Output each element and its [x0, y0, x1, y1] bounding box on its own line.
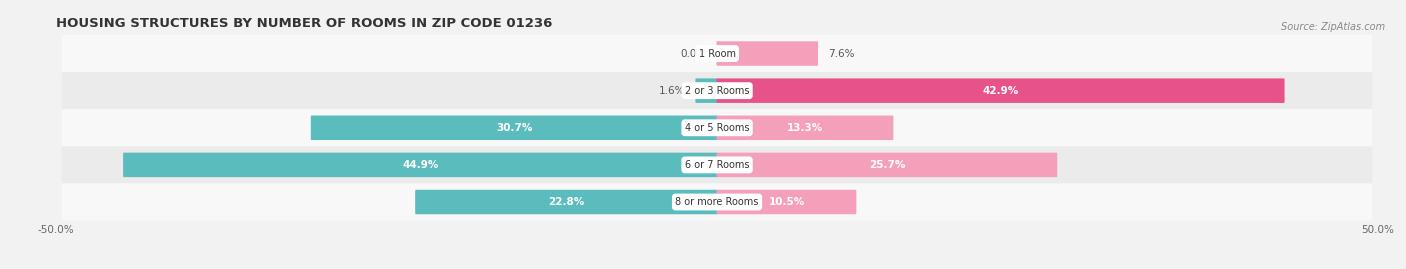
- Text: 30.7%: 30.7%: [496, 123, 533, 133]
- FancyBboxPatch shape: [717, 115, 893, 140]
- Text: Source: ZipAtlas.com: Source: ZipAtlas.com: [1281, 22, 1385, 31]
- FancyBboxPatch shape: [717, 78, 1285, 103]
- FancyBboxPatch shape: [62, 109, 1372, 146]
- Text: 1.6%: 1.6%: [659, 86, 685, 96]
- Text: 13.3%: 13.3%: [787, 123, 823, 133]
- FancyBboxPatch shape: [717, 153, 1057, 177]
- Text: 1 Room: 1 Room: [699, 48, 735, 59]
- FancyBboxPatch shape: [124, 153, 717, 177]
- FancyBboxPatch shape: [717, 190, 856, 214]
- FancyBboxPatch shape: [62, 183, 1372, 221]
- FancyBboxPatch shape: [62, 72, 1372, 109]
- Legend: Owner-occupied, Renter-occupied: Owner-occupied, Renter-occupied: [603, 268, 831, 269]
- Text: HOUSING STRUCTURES BY NUMBER OF ROOMS IN ZIP CODE 01236: HOUSING STRUCTURES BY NUMBER OF ROOMS IN…: [56, 17, 553, 30]
- Text: 22.8%: 22.8%: [548, 197, 585, 207]
- Text: 44.9%: 44.9%: [402, 160, 439, 170]
- FancyBboxPatch shape: [415, 190, 717, 214]
- Text: 6 or 7 Rooms: 6 or 7 Rooms: [685, 160, 749, 170]
- Text: 10.5%: 10.5%: [768, 197, 804, 207]
- Text: 42.9%: 42.9%: [983, 86, 1019, 96]
- Text: 0.0%: 0.0%: [681, 48, 706, 59]
- Text: 2 or 3 Rooms: 2 or 3 Rooms: [685, 86, 749, 96]
- Text: 4 or 5 Rooms: 4 or 5 Rooms: [685, 123, 749, 133]
- FancyBboxPatch shape: [62, 146, 1372, 183]
- Text: 25.7%: 25.7%: [869, 160, 905, 170]
- Text: 7.6%: 7.6%: [828, 48, 855, 59]
- FancyBboxPatch shape: [62, 35, 1372, 72]
- FancyBboxPatch shape: [717, 41, 818, 66]
- Text: 8 or more Rooms: 8 or more Rooms: [675, 197, 759, 207]
- FancyBboxPatch shape: [311, 115, 717, 140]
- FancyBboxPatch shape: [696, 78, 717, 103]
